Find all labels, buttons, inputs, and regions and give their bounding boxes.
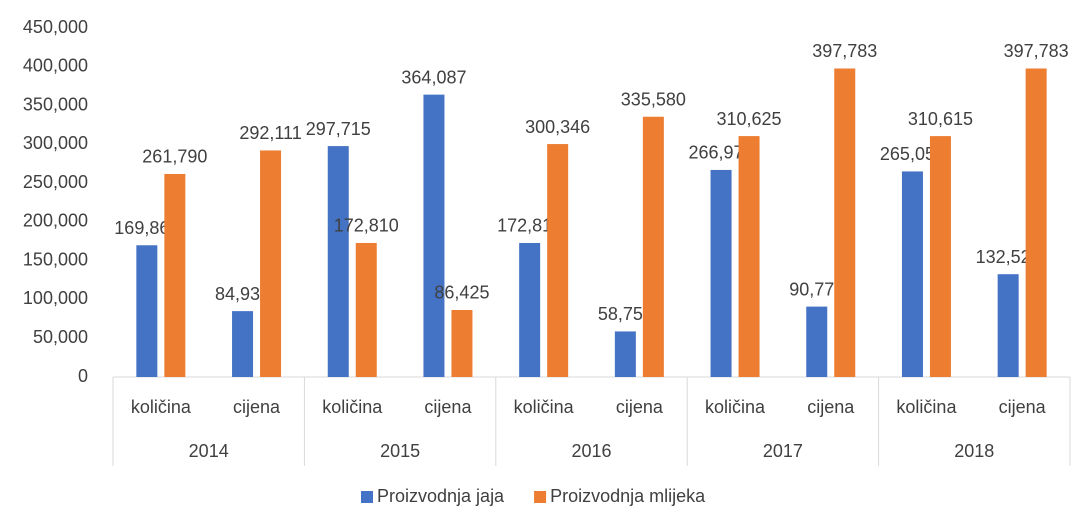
legend-swatch	[361, 491, 373, 503]
data-label: 84,933	[215, 284, 270, 304]
y-tick-label: 100,000	[23, 288, 88, 308]
x-tick-label: količina	[322, 397, 383, 417]
data-label: 266,978	[689, 143, 754, 163]
data-label: 364,087	[401, 67, 466, 87]
data-label: 265,050	[880, 144, 945, 164]
x-tick-label: količina	[514, 397, 575, 417]
x-tick-label: količina	[131, 397, 192, 417]
y-tick-label: 350,000	[23, 94, 88, 114]
bar	[260, 150, 282, 377]
bar	[642, 116, 664, 377]
data-label: 132,525	[976, 247, 1041, 267]
data-label: 297,715	[306, 119, 371, 139]
data-label: 172,812	[497, 216, 562, 236]
data-label: 300,346	[525, 117, 590, 137]
bar	[738, 136, 760, 377]
bar	[355, 242, 377, 377]
legend-swatch	[534, 491, 547, 503]
y-tick-label: 250,000	[23, 172, 88, 192]
data-label: 90,773	[789, 279, 844, 299]
data-label: 172,810	[334, 216, 399, 236]
bar	[327, 146, 349, 377]
data-label: 310,625	[717, 109, 782, 129]
bar	[232, 311, 254, 377]
bar	[164, 173, 186, 377]
group-label: 2016	[571, 441, 611, 461]
y-tick-label: 300,000	[23, 133, 88, 153]
group-label: 2015	[380, 441, 420, 461]
bar	[806, 306, 828, 377]
legend-label: Proizvodnja mlijeka	[550, 486, 706, 506]
bar	[710, 169, 732, 377]
x-tick-label: cijena	[233, 397, 281, 417]
data-label: 261,790	[142, 147, 207, 167]
bar	[1025, 68, 1047, 377]
bar	[901, 171, 923, 377]
data-label: 58,756	[598, 304, 653, 324]
data-label: 397,783	[812, 41, 877, 61]
y-tick-label: 150,000	[23, 249, 88, 269]
bar	[614, 331, 636, 377]
bar	[519, 242, 541, 377]
x-tick-label: količina	[705, 397, 766, 417]
y-tick-label: 400,000	[23, 56, 88, 76]
x-tick-label: cijena	[424, 397, 472, 417]
x-tick-label: količina	[896, 397, 957, 417]
bar	[547, 144, 569, 377]
y-tick-label: 50,000	[33, 327, 88, 347]
x-tick-label: cijena	[616, 397, 664, 417]
legend-label: Proizvodnja jaja	[377, 486, 505, 506]
bar	[136, 245, 158, 377]
x-tick-label: cijena	[999, 397, 1047, 417]
bar	[834, 68, 856, 377]
bar	[423, 94, 445, 377]
data-label: 292,111	[239, 123, 301, 143]
bar	[451, 309, 473, 377]
x-tick-label: cijena	[807, 397, 855, 417]
y-tick-label: 450,000	[23, 17, 88, 37]
y-tick-label: 200,000	[23, 211, 88, 231]
data-label: 335,580	[621, 89, 686, 109]
bar	[929, 136, 951, 377]
data-label: 86,425	[434, 283, 489, 303]
y-tick-label: 0	[78, 366, 88, 386]
data-label: 397,783	[1004, 41, 1069, 61]
group-label: 2017	[763, 441, 803, 461]
bar	[997, 274, 1019, 377]
group-label: 2014	[189, 441, 229, 461]
data-label: 169,866	[114, 218, 179, 238]
data-label: 310,615	[908, 109, 973, 129]
group-label: 2018	[954, 441, 994, 461]
